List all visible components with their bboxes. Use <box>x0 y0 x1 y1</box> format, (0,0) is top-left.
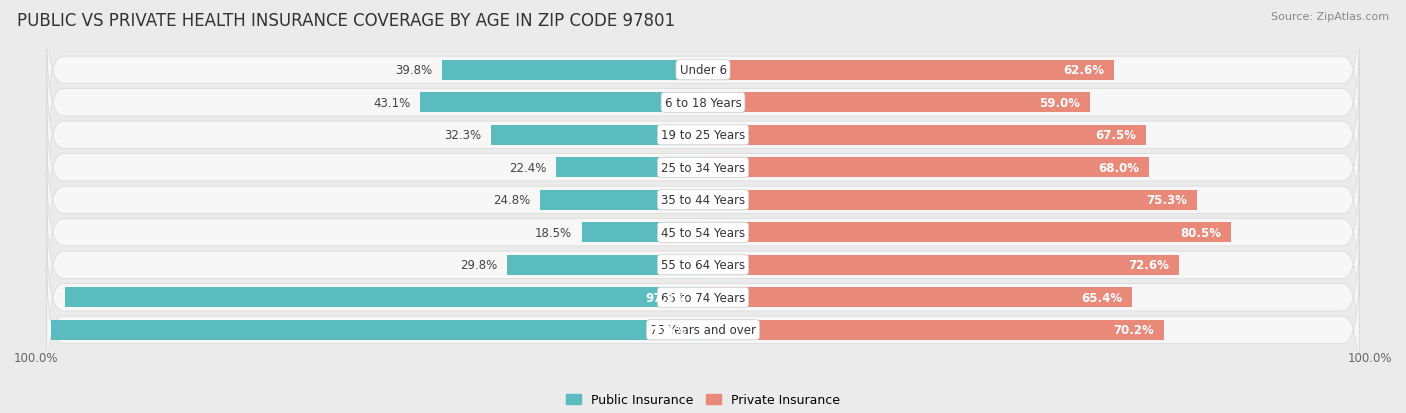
Text: Under 6: Under 6 <box>679 64 727 77</box>
FancyBboxPatch shape <box>46 198 1360 332</box>
Bar <box>703 93 1090 113</box>
Text: 67.5%: 67.5% <box>1095 129 1136 142</box>
Text: 19 to 25 Years: 19 to 25 Years <box>661 129 745 142</box>
FancyBboxPatch shape <box>46 133 1360 268</box>
Text: 80.5%: 80.5% <box>1181 226 1222 239</box>
Text: 75 Years and over: 75 Years and over <box>650 323 756 337</box>
Text: 55 to 64 Years: 55 to 64 Years <box>661 259 745 272</box>
FancyBboxPatch shape <box>46 36 1360 171</box>
FancyBboxPatch shape <box>46 3 1360 138</box>
Bar <box>703 223 1232 243</box>
Text: 72.6%: 72.6% <box>1129 259 1170 272</box>
Text: 18.5%: 18.5% <box>534 226 572 239</box>
FancyBboxPatch shape <box>46 68 1360 203</box>
Text: 6 to 18 Years: 6 to 18 Years <box>665 97 741 109</box>
Text: 97.3%: 97.3% <box>645 291 686 304</box>
Bar <box>703 126 1146 145</box>
Bar <box>582 223 703 243</box>
Text: 59.0%: 59.0% <box>1039 97 1080 109</box>
Text: 99.4%: 99.4% <box>645 323 686 337</box>
Text: 22.4%: 22.4% <box>509 161 546 174</box>
Text: 62.6%: 62.6% <box>1063 64 1104 77</box>
Text: 65 to 74 Years: 65 to 74 Years <box>661 291 745 304</box>
Bar <box>540 190 703 210</box>
Bar <box>703 287 1132 308</box>
Text: Source: ZipAtlas.com: Source: ZipAtlas.com <box>1271 12 1389 22</box>
Text: 32.3%: 32.3% <box>444 129 481 142</box>
FancyBboxPatch shape <box>46 263 1360 397</box>
Text: 70.2%: 70.2% <box>1114 323 1154 337</box>
Bar <box>441 61 703 81</box>
Bar <box>491 126 703 145</box>
Bar <box>703 190 1197 210</box>
FancyBboxPatch shape <box>46 165 1360 300</box>
Legend: Public Insurance, Private Insurance: Public Insurance, Private Insurance <box>561 388 845 411</box>
Bar <box>703 255 1180 275</box>
Text: PUBLIC VS PRIVATE HEALTH INSURANCE COVERAGE BY AGE IN ZIP CODE 97801: PUBLIC VS PRIVATE HEALTH INSURANCE COVER… <box>17 12 675 30</box>
Bar <box>65 287 703 308</box>
FancyBboxPatch shape <box>46 100 1360 235</box>
Text: 65.4%: 65.4% <box>1081 291 1122 304</box>
Text: 68.0%: 68.0% <box>1098 161 1139 174</box>
Bar <box>508 255 703 275</box>
Bar <box>703 158 1149 178</box>
Bar <box>420 93 703 113</box>
Bar <box>555 158 703 178</box>
Text: 45 to 54 Years: 45 to 54 Years <box>661 226 745 239</box>
Text: 75.3%: 75.3% <box>1146 194 1187 207</box>
Text: 100.0%: 100.0% <box>14 351 59 364</box>
Text: 39.8%: 39.8% <box>395 64 432 77</box>
Text: 24.8%: 24.8% <box>494 194 530 207</box>
Text: 25 to 34 Years: 25 to 34 Years <box>661 161 745 174</box>
Bar <box>703 320 1164 340</box>
Bar <box>703 61 1114 81</box>
Text: 100.0%: 100.0% <box>1347 351 1392 364</box>
Bar <box>51 320 703 340</box>
Text: 29.8%: 29.8% <box>460 259 498 272</box>
FancyBboxPatch shape <box>46 230 1360 365</box>
Text: 43.1%: 43.1% <box>373 97 411 109</box>
Text: 35 to 44 Years: 35 to 44 Years <box>661 194 745 207</box>
